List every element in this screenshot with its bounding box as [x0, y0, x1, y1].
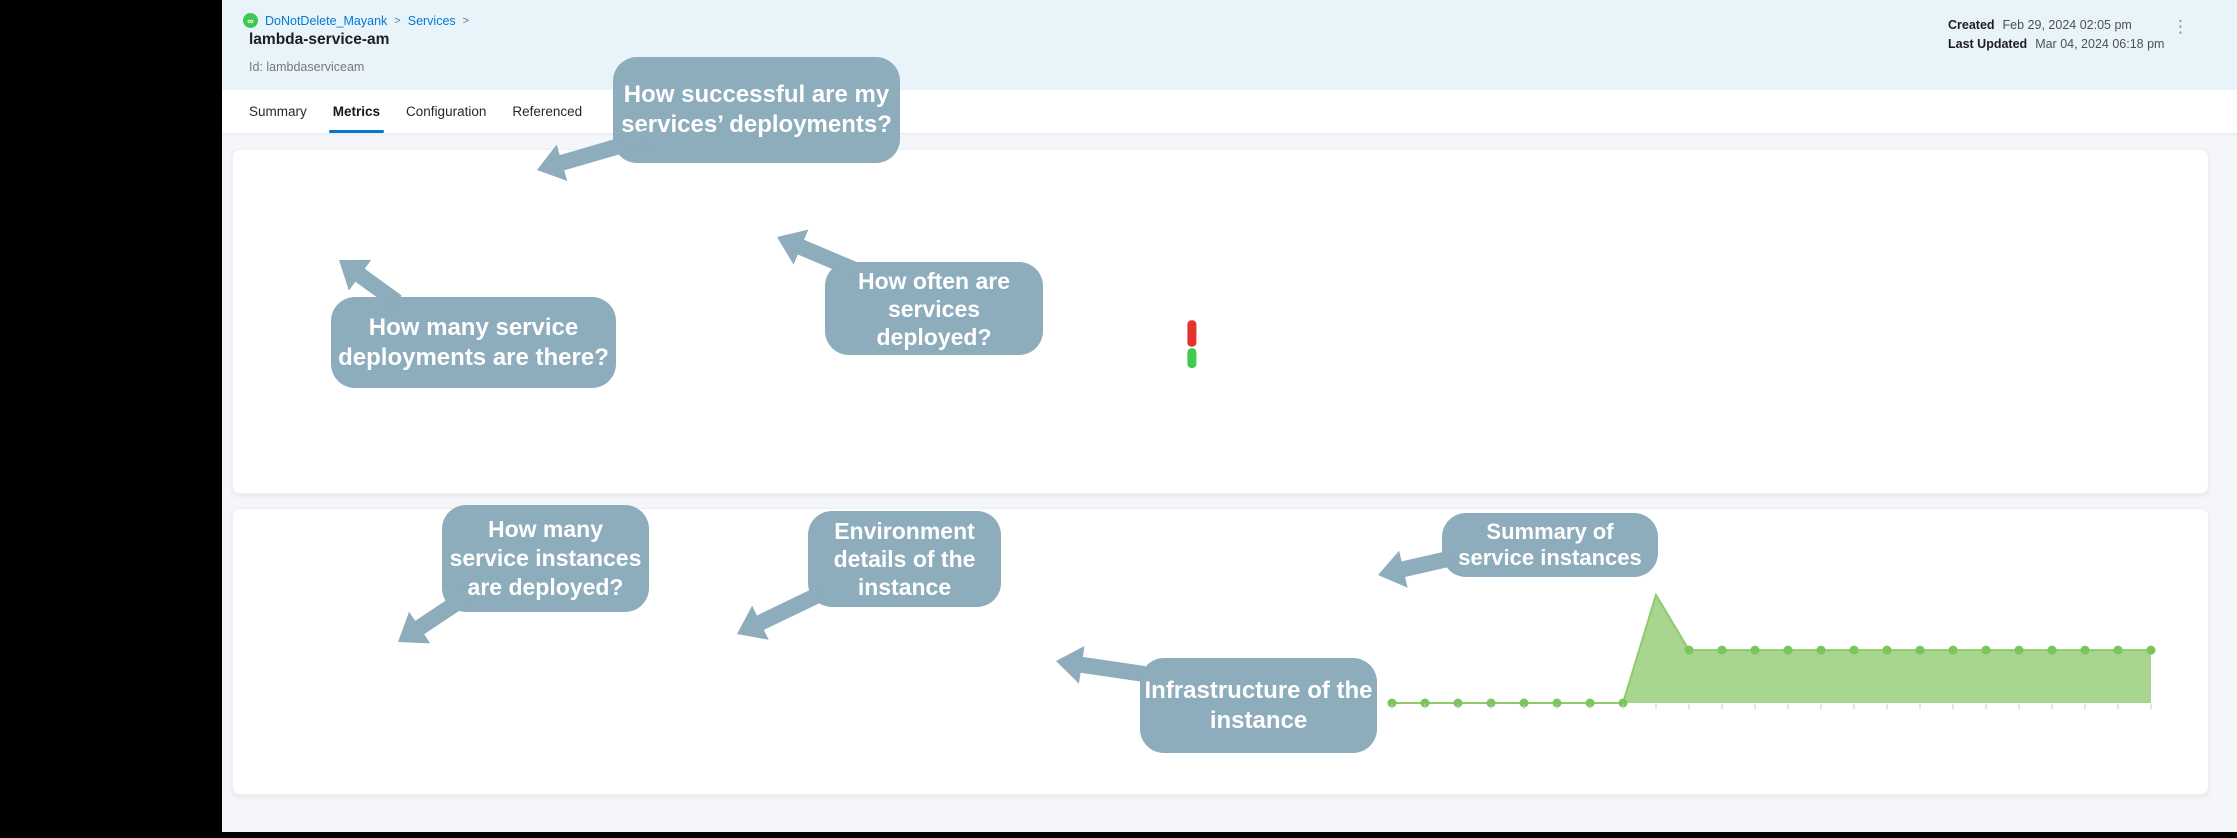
more-options-icon[interactable]: ⋮ [2172, 17, 2189, 36]
updated-label: Last Updated [1948, 37, 2028, 51]
updated-value: Mar 04, 2024 06:18 pm [2035, 37, 2165, 51]
chevron-right-icon: > [462, 14, 470, 27]
tab-metrics[interactable]: Metrics [328, 90, 385, 133]
service-icon: ∞ [243, 13, 258, 28]
breadcrumb: ∞ DoNotDelete_Mayank > Services > [243, 13, 469, 28]
callout-environment: Environment details of the instance [808, 511, 1001, 607]
app-window: ∞ DoNotDelete_Mayank > Services > lambda… [222, 0, 2237, 832]
callout-deployment-frequency: How often are services deployed? [825, 262, 1043, 355]
callout-deployment-count: How many service deployments are there? [331, 297, 616, 388]
callout-instance-summary: Summary of service instances [1442, 513, 1658, 577]
created-value: Feb 29, 2024 02:05 pm [2002, 18, 2132, 32]
tab-configuration[interactable]: Configuration [406, 104, 487, 119]
page-header: ∞ DoNotDelete_Mayank > Services > lambda… [222, 0, 2237, 90]
callout-instance-count: How many service instances are deployed? [442, 505, 649, 612]
callout-deployment-success: How successful are my services’ deploymen… [613, 57, 900, 163]
service-id: Id: lambdaserviceam [249, 60, 365, 74]
meta-dates: Created Feb 29, 2024 02:05 pm Last Updat… [1948, 16, 2164, 54]
created-label: Created [1948, 18, 1995, 32]
page-title: lambda-service-am [249, 31, 390, 48]
tab-summary[interactable]: Summary [249, 104, 307, 119]
tab-referenced[interactable]: Referenced [512, 104, 583, 119]
callout-infrastructure: Infrastructure of the instance [1140, 658, 1377, 753]
breadcrumb-project-link[interactable]: DoNotDelete_Mayank [265, 13, 388, 28]
tab-bar: Summary Metrics Configuration Referenced [222, 90, 2237, 134]
breadcrumb-services-link[interactable]: Services [407, 13, 456, 28]
chevron-right-icon: > [394, 14, 401, 27]
